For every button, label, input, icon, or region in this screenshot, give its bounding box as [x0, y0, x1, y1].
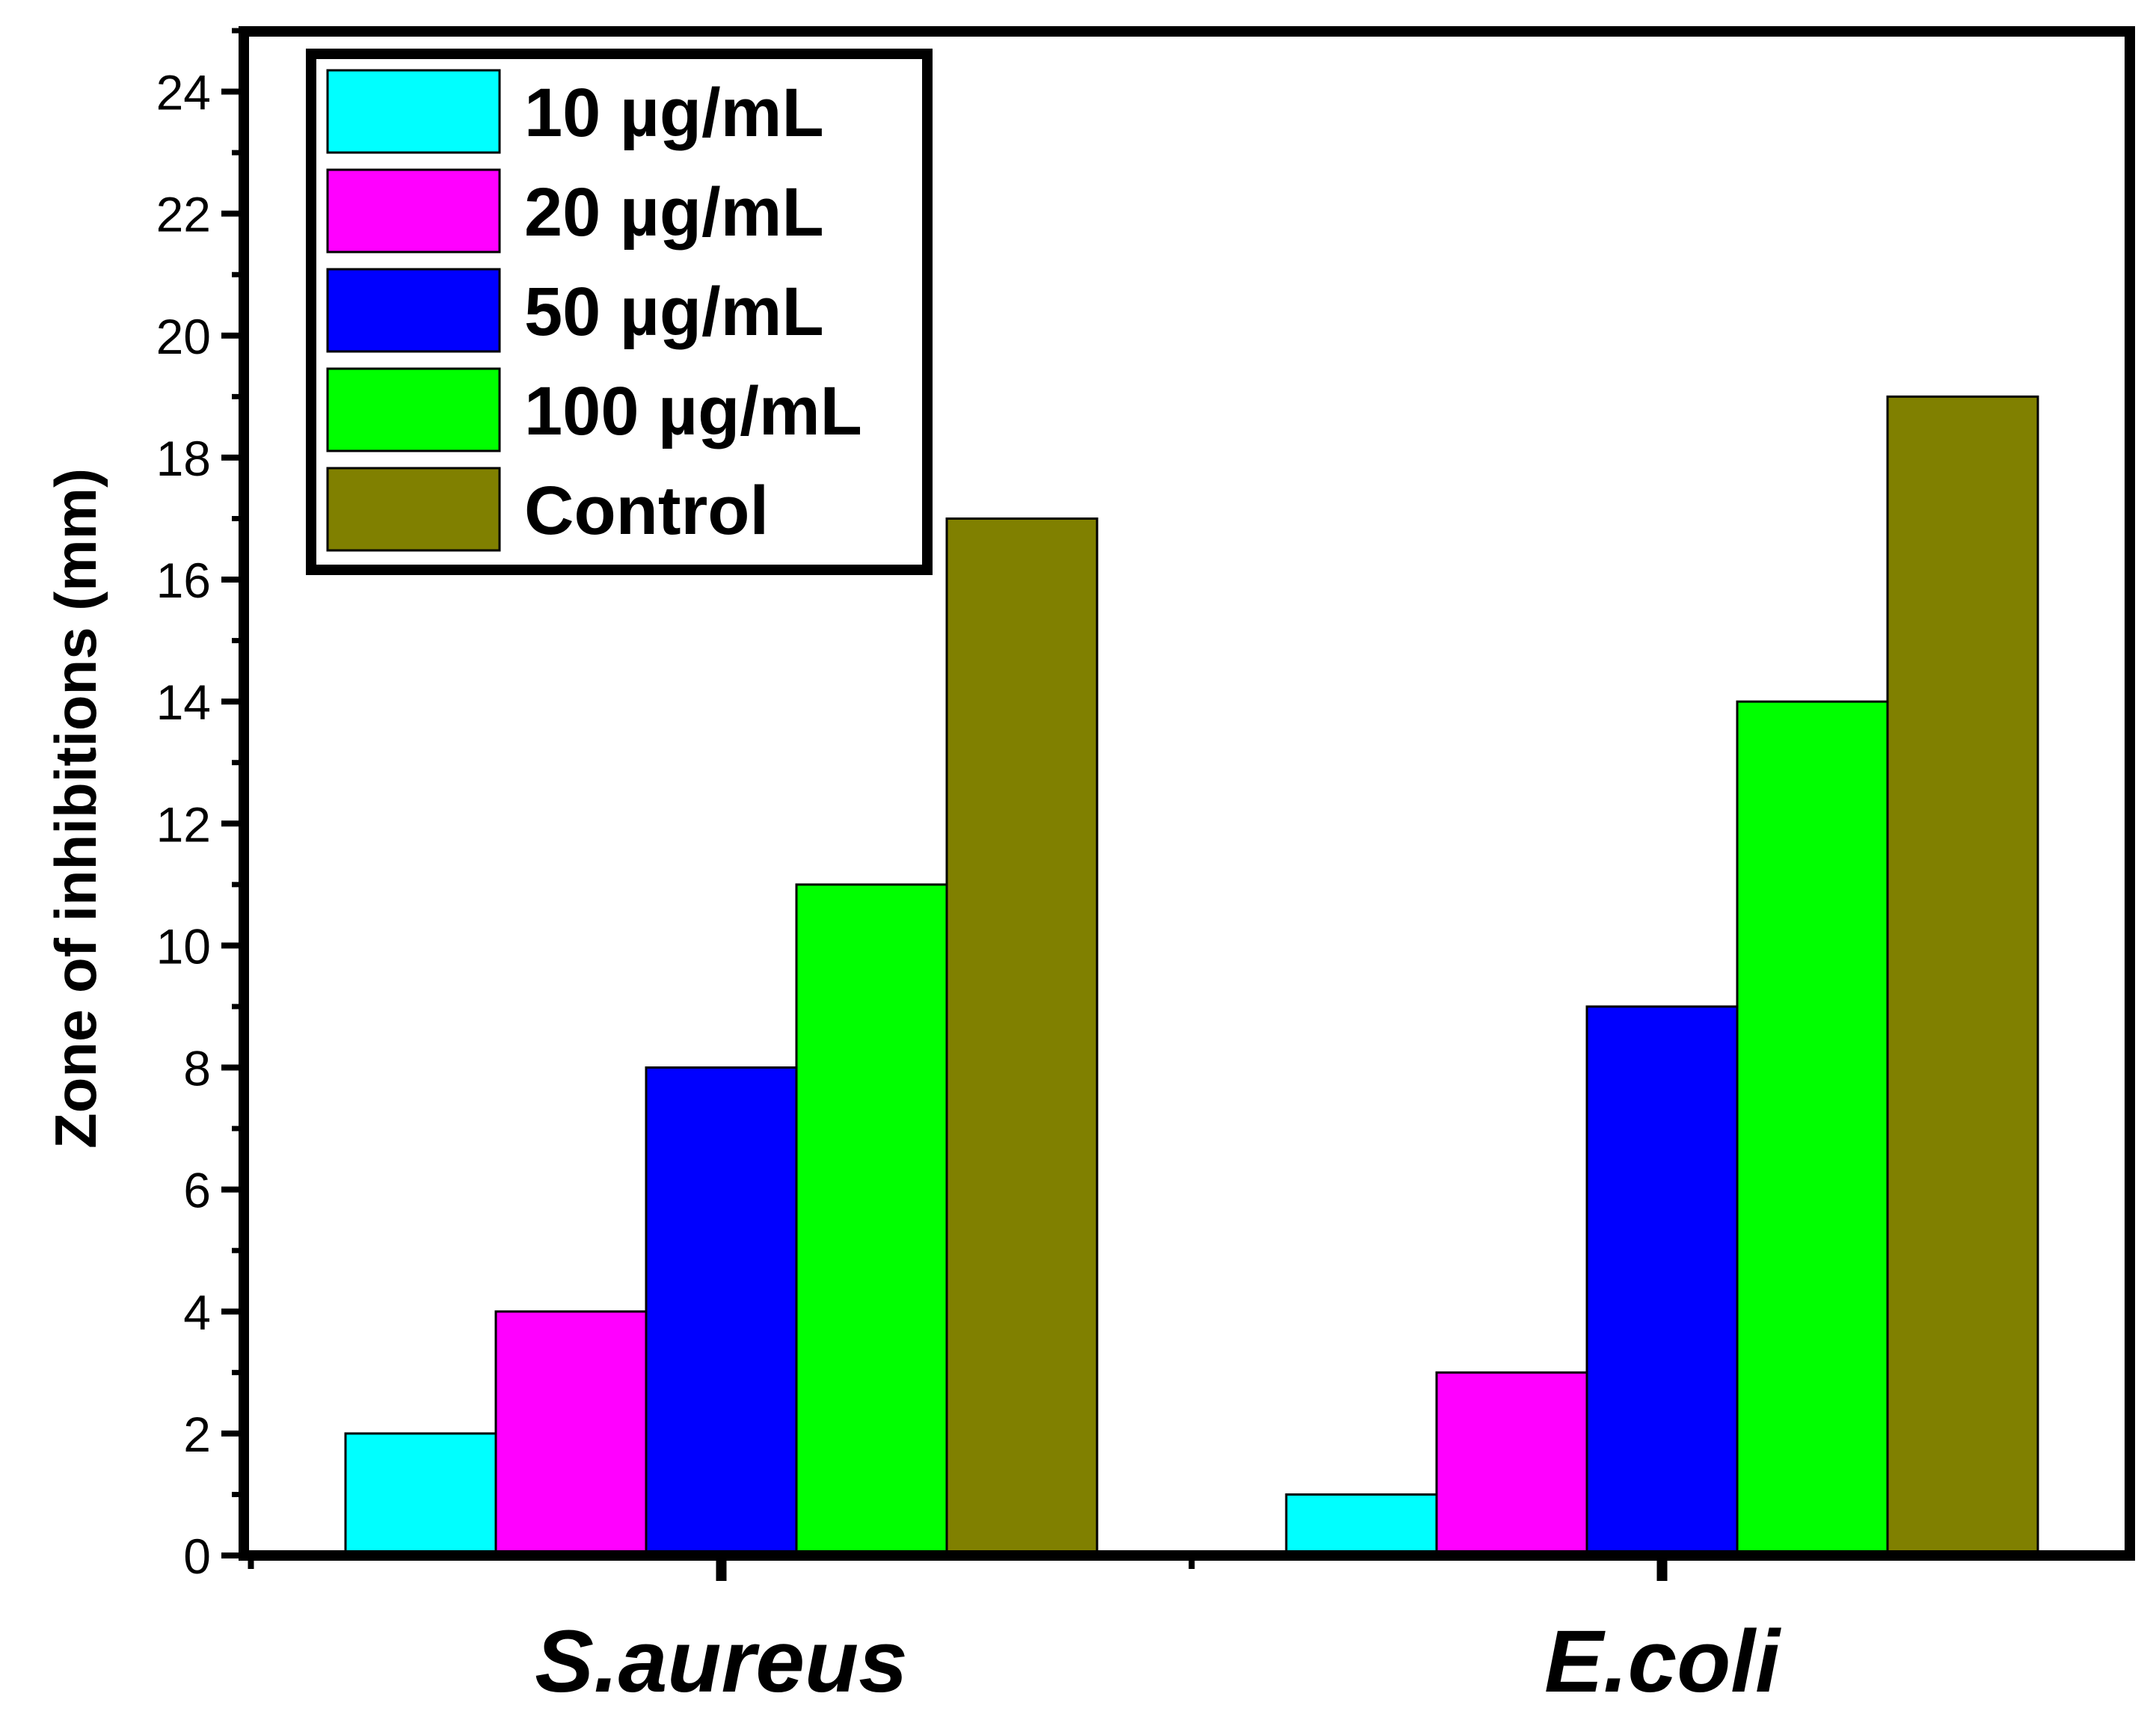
legend-swatch	[326, 467, 501, 552]
y-tick-label: 12	[156, 796, 211, 852]
bar-group-e-coli	[1285, 395, 2039, 1557]
legend-label: 20 µg/mL	[524, 174, 824, 251]
y-tick-label: 22	[156, 187, 211, 242]
legend-swatch	[326, 367, 501, 452]
bar	[945, 517, 1099, 1557]
legend-swatch	[326, 268, 501, 353]
y-tick-label: 6	[183, 1163, 211, 1218]
y-tick-label: 10	[156, 918, 211, 974]
bar	[344, 1432, 497, 1557]
legend-label: 10 µg/mL	[524, 75, 824, 151]
legend: 10 µg/mL 20 µg/mL 50 µg/mL 100 µg/mL Control	[306, 49, 933, 575]
bar	[1736, 700, 1889, 1557]
bar	[795, 883, 948, 1557]
legend-swatch	[326, 69, 501, 154]
y-tick-label: 20	[156, 309, 211, 364]
y-tick-label: 8	[183, 1041, 211, 1096]
plot-frame	[239, 26, 2135, 1561]
y-tick-label: 24	[156, 65, 211, 120]
bar	[1285, 1493, 1438, 1557]
y-tick-label: 4	[183, 1285, 211, 1340]
bar	[1886, 395, 2039, 1557]
bars-layer	[344, 395, 2039, 1557]
y-tick-label: 2	[183, 1407, 211, 1462]
y-axis-title: Zone of inhibitions (mm)	[43, 468, 108, 1149]
bar	[1435, 1371, 1588, 1557]
legend-label: 50 µg/mL	[524, 274, 824, 350]
bar	[645, 1066, 798, 1557]
y-tick-label: 14	[156, 675, 211, 730]
x-category-label: E.coli	[1544, 1612, 1781, 1711]
bar-group-s-aureus	[344, 517, 1099, 1557]
bar	[1585, 1005, 1739, 1557]
legend-label: 100 µg/mL	[524, 373, 862, 449]
y-tick-label: 18	[156, 431, 211, 486]
legend-swatch	[326, 168, 501, 254]
x-category-label: S.aureus	[535, 1612, 907, 1711]
bar	[494, 1310, 648, 1557]
y-tick-label: 0	[183, 1529, 211, 1584]
y-tick-label: 16	[156, 553, 211, 608]
legend-label: Control	[524, 473, 769, 549]
